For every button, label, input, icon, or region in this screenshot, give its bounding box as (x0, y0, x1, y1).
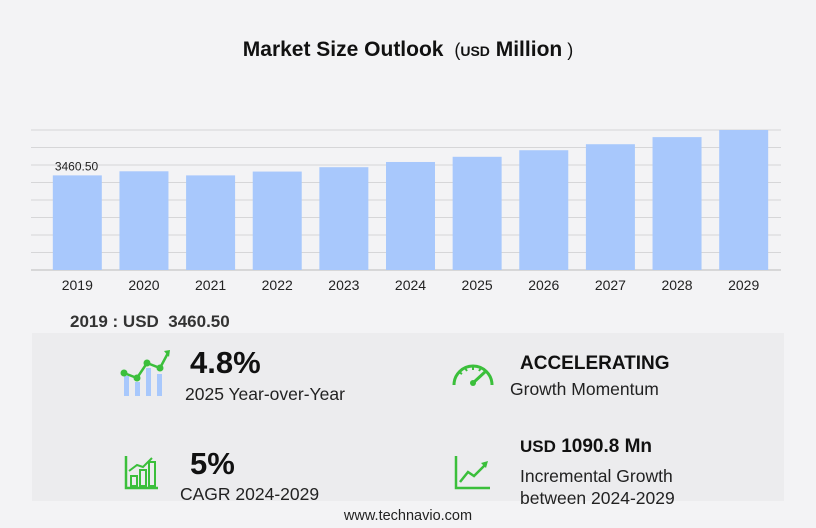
bar-2020 (119, 171, 169, 270)
bar-2026 (519, 150, 569, 270)
x-tick-label: 2023 (328, 277, 359, 293)
incremental-amount: 1090.8 Mn (561, 436, 653, 457)
unit-prefix: USD (460, 43, 490, 59)
x-tick-label: 2021 (195, 277, 226, 293)
x-tick-label: 2025 (462, 277, 493, 293)
incremental-unit: USD (520, 437, 556, 456)
bar-2021 (186, 175, 236, 270)
source-footer: www.technavio.com (343, 508, 473, 524)
data-label: 3460.50 (55, 159, 99, 173)
chart-title: Market Size Outlook (USD Million ) (0, 38, 816, 62)
x-tick-label: 2020 (128, 277, 159, 293)
bar-2027 (585, 144, 635, 270)
bar-2024 (386, 161, 435, 270)
speedometer-icon (452, 364, 494, 386)
growth-chart-icon (124, 456, 158, 490)
yoy-label: 2025 Year-over-Year (185, 384, 345, 404)
bar-2022 (252, 171, 302, 270)
bar-2023 (319, 167, 369, 270)
incremental-label-1: Incremental Growth (520, 466, 673, 486)
unit-open-paren: ( (449, 40, 461, 60)
x-tick-label: 2028 (661, 277, 692, 293)
bar-2028 (652, 137, 702, 270)
bar-trend-icon (120, 350, 170, 396)
incremental-value: USD 1090.8 Mn (520, 436, 652, 458)
bar-2025 (452, 156, 502, 270)
chart-title-text: Market Size Outlook (242, 38, 444, 61)
yoy-value: 4.8% (190, 345, 261, 380)
unit-close-paren: ) (562, 40, 574, 60)
bar-chart: 2019 3460.50 2020 2021 2022 2023 2024 2025 2026 2… (31, 129, 781, 293)
cagr-value: 5% (190, 446, 235, 481)
line-trend-icon (454, 456, 490, 490)
x-tick-label: 2026 (528, 277, 559, 293)
bar-2029 (719, 130, 769, 270)
x-tick-label: 2022 (262, 277, 293, 293)
x-tick-label: 2027 (595, 277, 626, 293)
summary-panel (32, 333, 784, 501)
momentum-value: ACCELERATING (520, 353, 670, 374)
momentum-label: Growth Momentum (510, 379, 659, 399)
unit-suffix: Million (495, 38, 563, 61)
x-tick-label: 2029 (728, 277, 759, 293)
cagr-label: CAGR 2024-2029 (180, 484, 320, 504)
x-tick-label: 2019 (62, 277, 93, 293)
bar-2019 (52, 175, 102, 270)
base-year-value: 2019 : USD 3460.50 (70, 312, 230, 331)
incremental-label-2: between 2024-2029 (520, 488, 675, 508)
x-tick-label: 2024 (395, 277, 426, 293)
